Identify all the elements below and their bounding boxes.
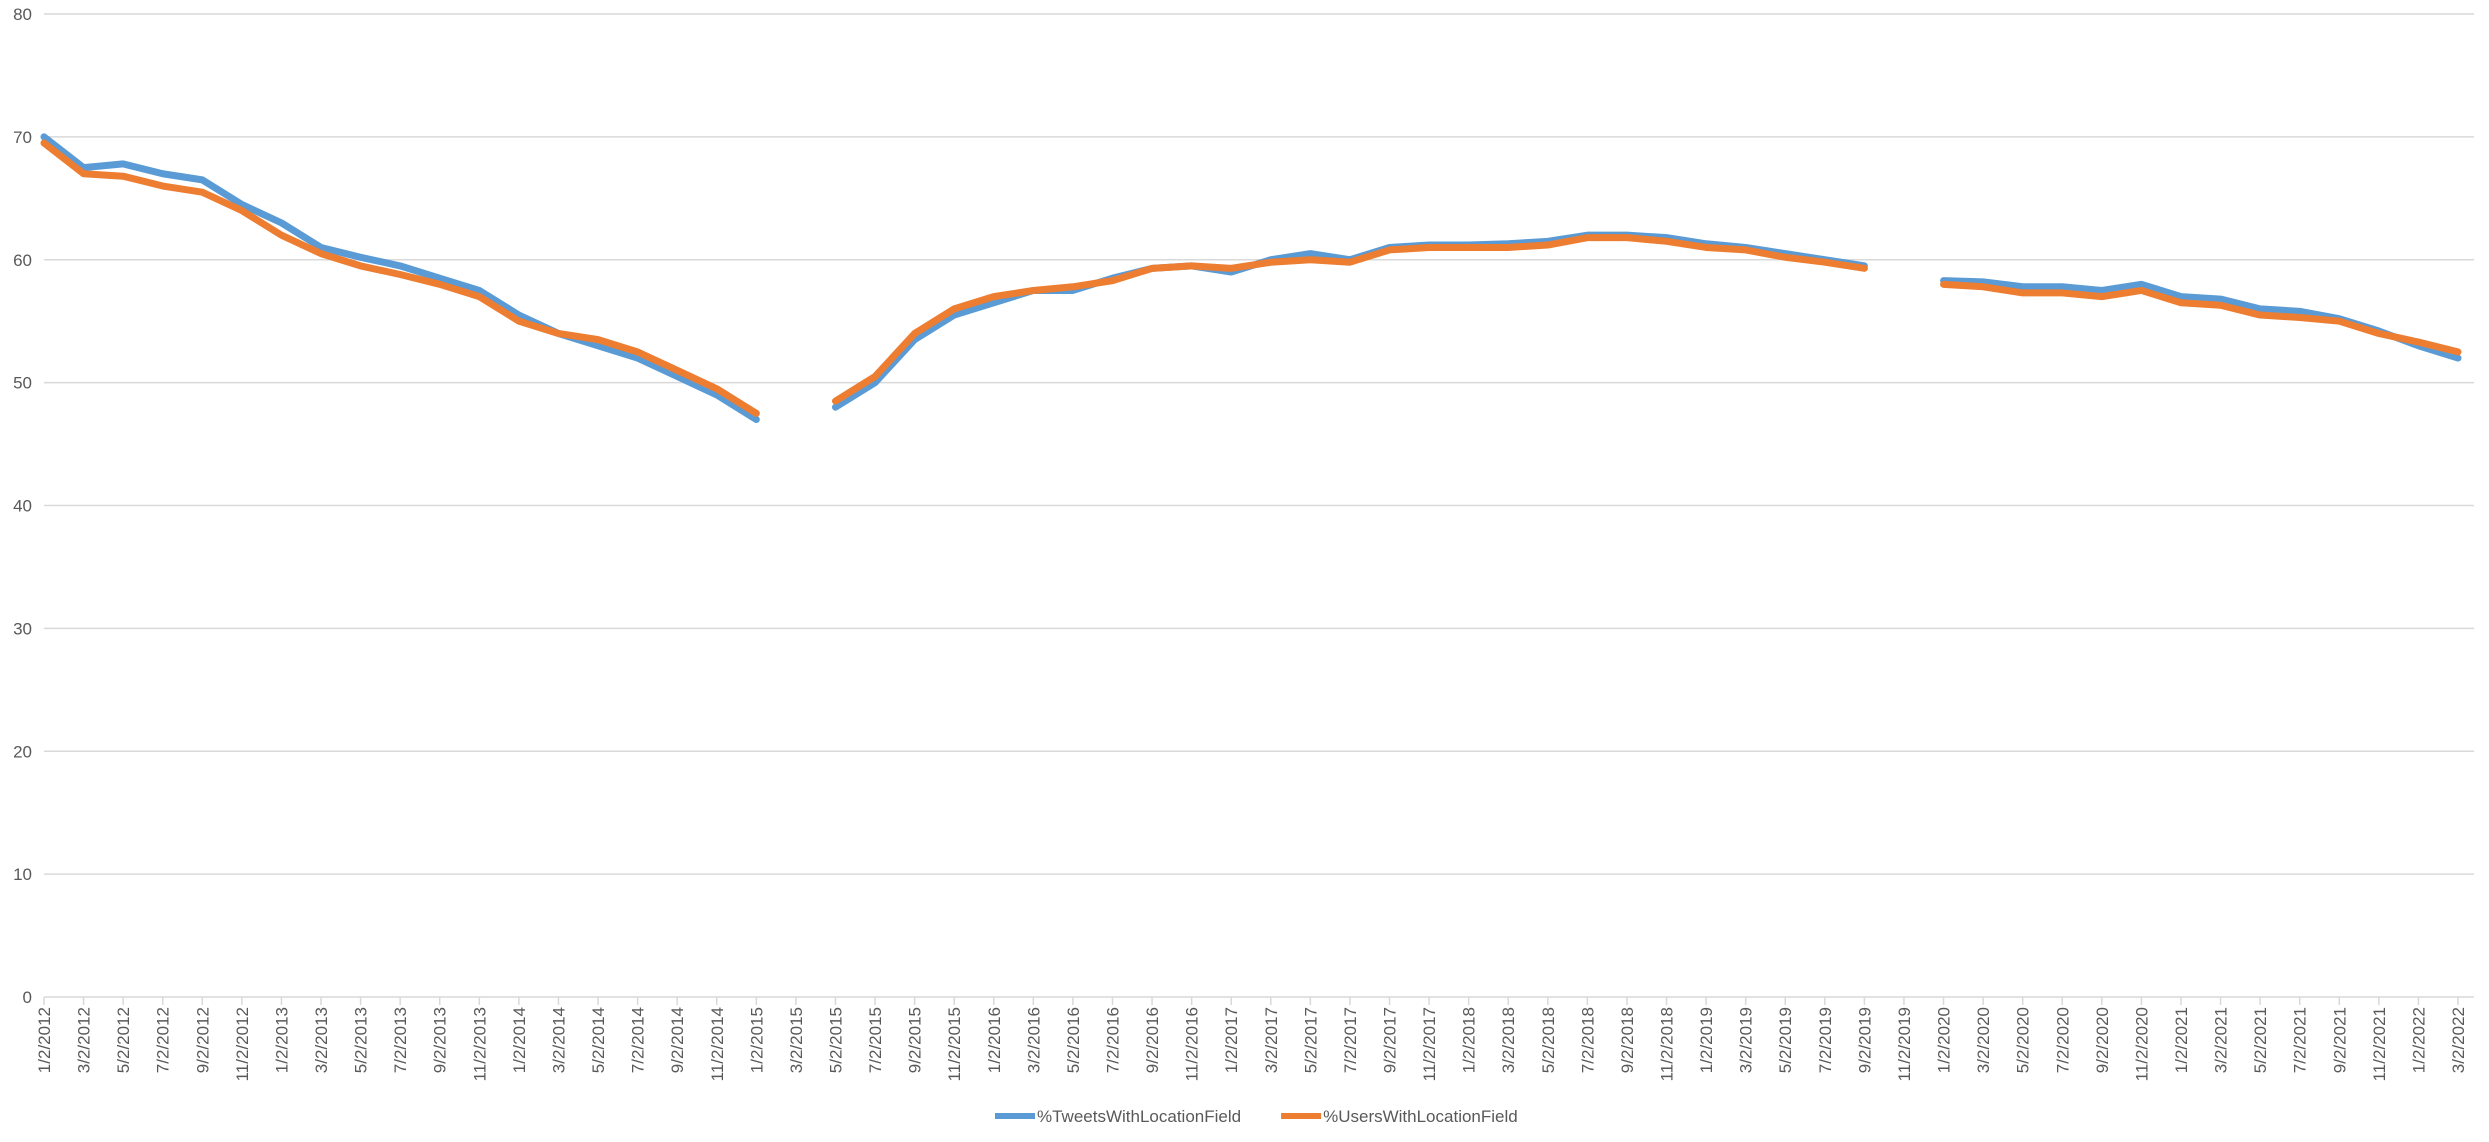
- x-tick-label: 1/2/2013: [272, 1007, 291, 1073]
- legend-label: %UsersWithLocationField: [1323, 1107, 1518, 1126]
- y-tick-label: 80: [13, 5, 32, 24]
- x-tick-label: 3/2/2016: [1024, 1007, 1043, 1073]
- x-tick-label: 1/2/2019: [1697, 1007, 1716, 1073]
- x-tick-label: 7/2/2016: [1103, 1007, 1122, 1073]
- x-tick-label: 7/2/2013: [391, 1007, 410, 1073]
- x-tick-label: 3/2/2020: [1974, 1007, 1993, 1073]
- x-tick-label: 9/2/2017: [1381, 1007, 1400, 1073]
- y-tick-label: 0: [23, 988, 32, 1007]
- x-tick-label: 9/2/2016: [1143, 1007, 1162, 1073]
- x-tick-label: 3/2/2012: [75, 1007, 94, 1073]
- x-tick-label: 7/2/2021: [2291, 1007, 2310, 1073]
- x-tick-label: 9/2/2018: [1618, 1007, 1637, 1073]
- x-tick-label: 3/2/2017: [1262, 1007, 1281, 1073]
- x-tick-label: 1/2/2021: [2172, 1007, 2191, 1073]
- x-tick-label: 5/2/2013: [352, 1007, 371, 1073]
- x-tick-label: 11/2/2012: [233, 1007, 252, 1081]
- x-tick-label: 5/2/2014: [589, 1007, 608, 1073]
- x-tick-label: 5/2/2018: [1539, 1007, 1558, 1073]
- x-tick-label: 3/2/2018: [1499, 1007, 1518, 1073]
- x-tick-label: 1/2/2018: [1460, 1007, 1479, 1073]
- series-line: [40, 139, 2462, 417]
- x-tick-label: 7/2/2018: [1578, 1007, 1597, 1073]
- x-tick-label: 9/2/2021: [2330, 1007, 2349, 1073]
- x-tick-label: 11/2/2017: [1420, 1007, 1439, 1081]
- x-tick-label: 11/2/2020: [2132, 1007, 2151, 1081]
- x-tick-label: 5/2/2016: [1064, 1007, 1083, 1073]
- y-tick-label: 70: [13, 128, 32, 147]
- x-tick-label: 5/2/2020: [2014, 1007, 2033, 1073]
- x-tick-label: 3/2/2015: [787, 1007, 806, 1073]
- x-tick-label: 1/2/2014: [510, 1007, 529, 1073]
- x-tick-label: 7/2/2015: [866, 1007, 885, 1073]
- y-tick-label: 50: [13, 374, 32, 393]
- x-tick-label: 9/2/2015: [906, 1007, 925, 1073]
- x-tick-label: 11/2/2013: [470, 1007, 489, 1081]
- x-tick-label: 7/2/2019: [1816, 1007, 1835, 1073]
- x-tick-label: 3/2/2021: [2212, 1007, 2231, 1073]
- x-tick-label: 11/2/2019: [1895, 1007, 1914, 1081]
- x-tick-label: 11/2/2014: [708, 1007, 727, 1081]
- x-tick-label: 11/2/2015: [945, 1007, 964, 1081]
- y-tick-label: 10: [13, 865, 32, 884]
- x-tick-label: 3/2/2013: [312, 1007, 331, 1073]
- x-tick-label: 7/2/2020: [2053, 1007, 2072, 1073]
- x-tick-label: 11/2/2018: [1658, 1007, 1677, 1081]
- x-tick-label: 9/2/2019: [1855, 1007, 1874, 1073]
- x-tick-label: 11/2/2021: [2370, 1007, 2389, 1081]
- x-tick-label: 1/2/2016: [985, 1007, 1004, 1073]
- x-tick-label: 1/2/2015: [747, 1007, 766, 1073]
- x-tick-label: 1/2/2012: [35, 1007, 54, 1073]
- x-tick-label: 9/2/2014: [668, 1007, 687, 1073]
- x-tick-label: 7/2/2014: [629, 1007, 648, 1073]
- x-tick-label: 5/2/2017: [1301, 1007, 1320, 1073]
- x-tick-label: 5/2/2019: [1776, 1007, 1795, 1073]
- y-tick-label: 30: [13, 619, 32, 638]
- x-tick-label: 3/2/2019: [1737, 1007, 1756, 1073]
- x-tick-label: 1/2/2022: [2409, 1007, 2428, 1073]
- x-tick-label: 5/2/2012: [114, 1007, 133, 1073]
- x-tick-label: 9/2/2012: [193, 1007, 212, 1073]
- x-tick-label: 7/2/2012: [154, 1007, 173, 1073]
- x-tick-label: 1/2/2020: [1935, 1007, 1954, 1073]
- x-tick-label: 5/2/2021: [2251, 1007, 2270, 1073]
- x-tick-label: 3/2/2022: [2449, 1007, 2468, 1073]
- x-tick-label: 9/2/2020: [2093, 1007, 2112, 1073]
- x-tick-label: 1/2/2017: [1222, 1007, 1241, 1073]
- x-tick-label: 9/2/2013: [431, 1007, 450, 1073]
- x-tick-label: 3/2/2014: [549, 1007, 568, 1073]
- y-tick-label: 40: [13, 497, 32, 516]
- x-tick-label: 11/2/2016: [1183, 1007, 1202, 1081]
- y-tick-label: 60: [13, 251, 32, 270]
- x-tick-label: 7/2/2017: [1341, 1007, 1360, 1073]
- x-tick-label: 5/2/2015: [826, 1007, 845, 1073]
- y-tick-label: 20: [13, 742, 32, 761]
- legend-label: %TweetsWithLocationField: [1037, 1107, 1241, 1126]
